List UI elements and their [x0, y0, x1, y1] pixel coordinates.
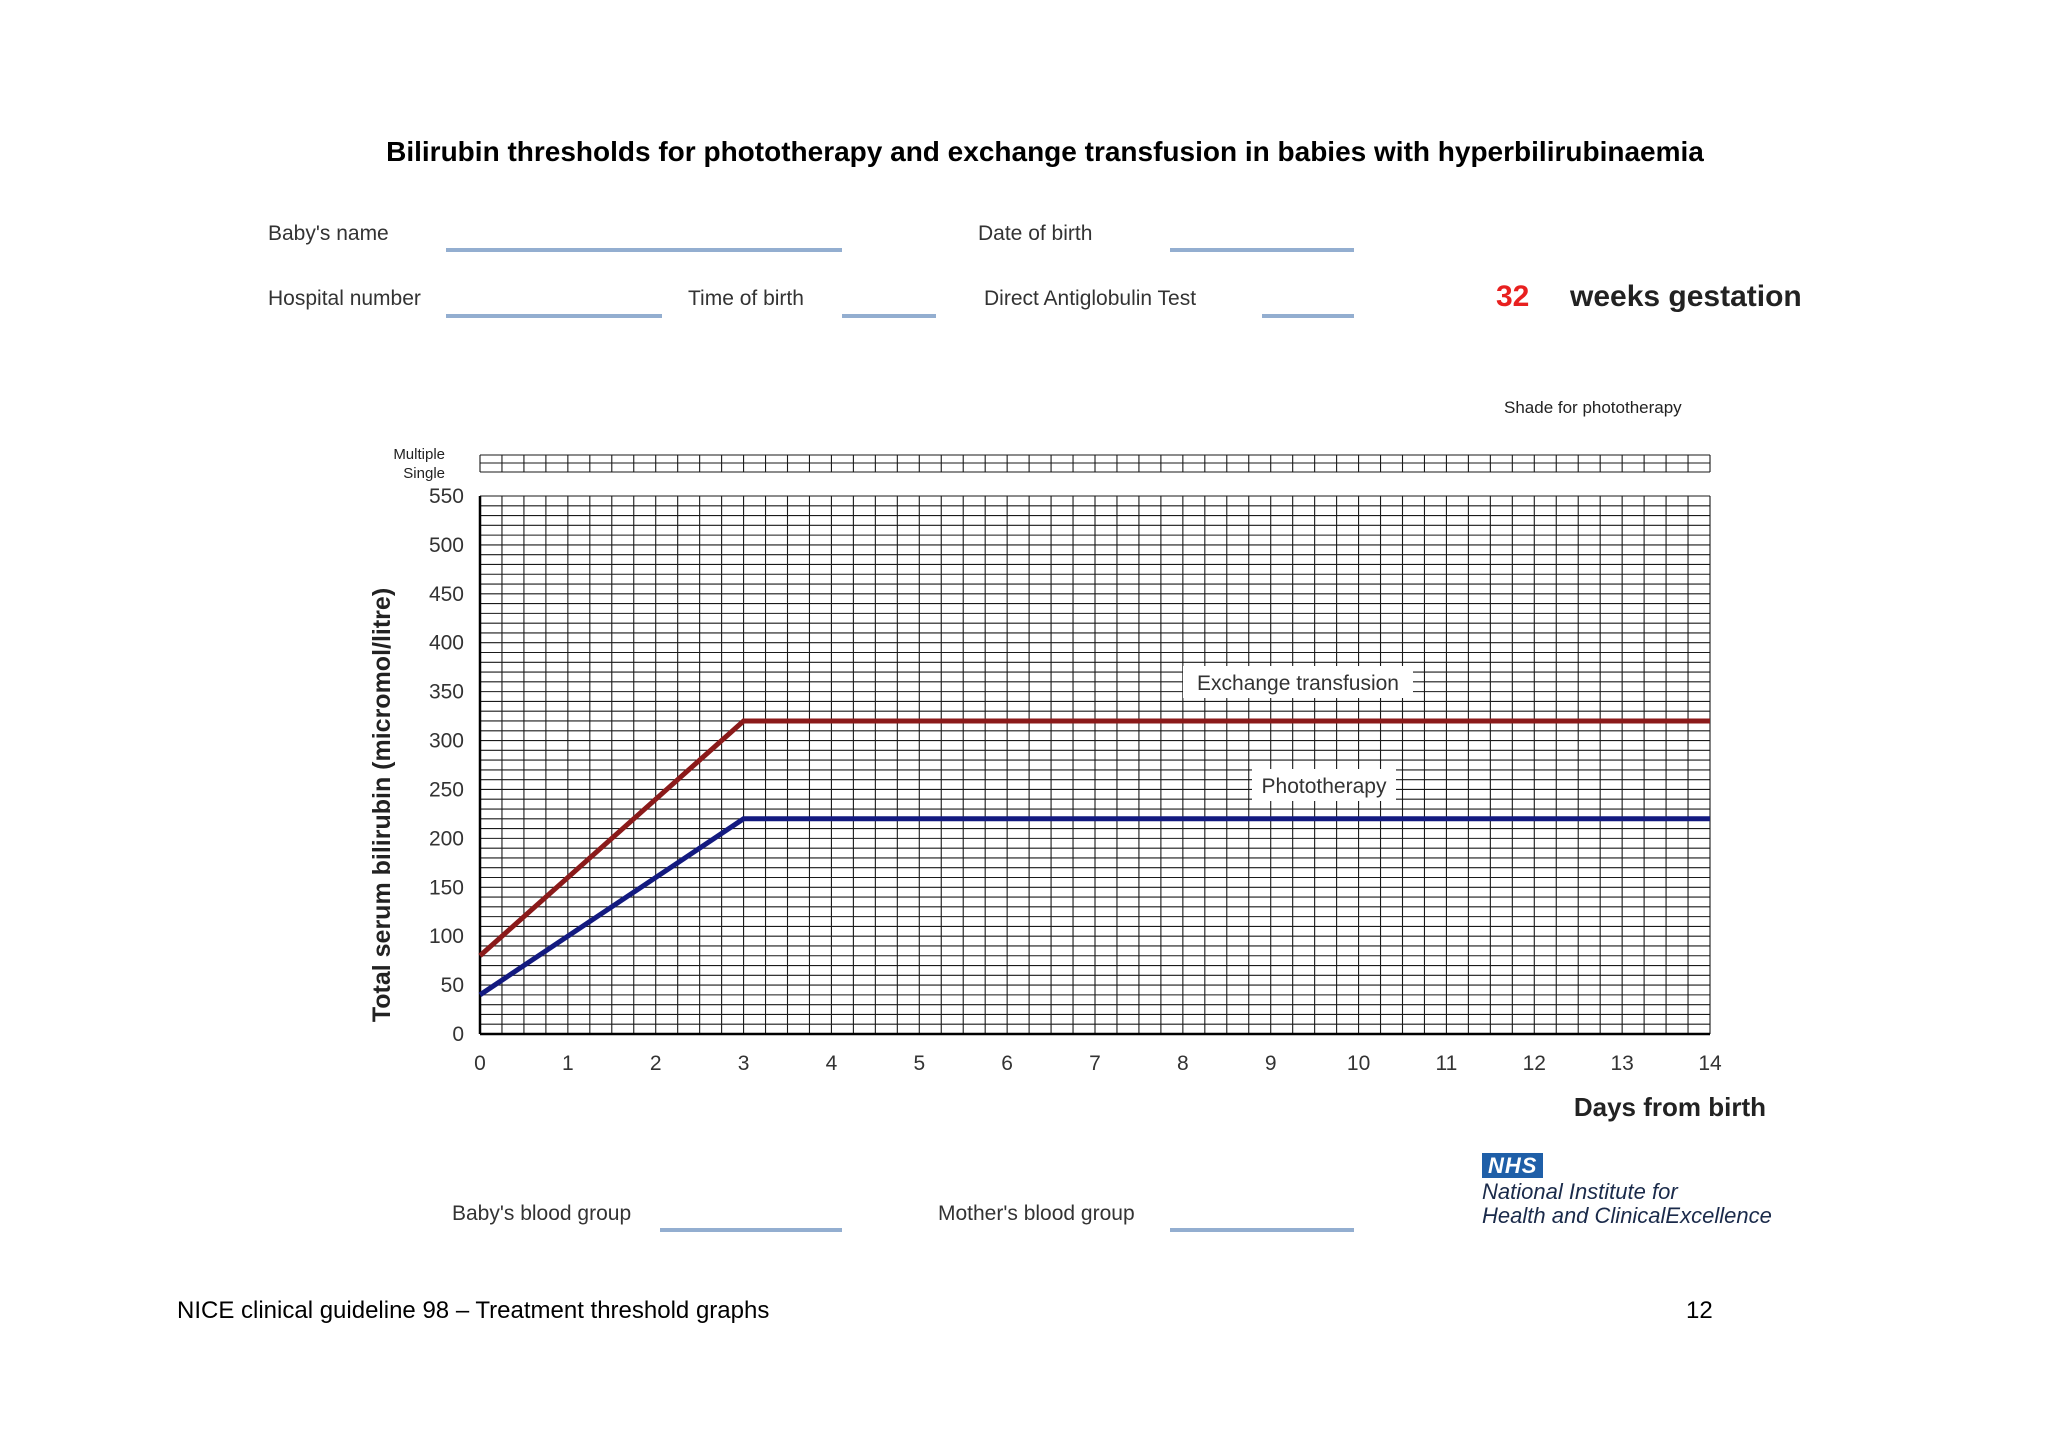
- y-tick-label: 0: [452, 1023, 464, 1046]
- date-of-birth-label: Date of birth: [978, 222, 1093, 245]
- nice-name-line2: Health and ClinicalExcellence: [1482, 1203, 1772, 1228]
- x-tick-label: 3: [738, 1052, 750, 1075]
- mothers-blood-group-field[interactable]: [1170, 1228, 1354, 1232]
- y-tick-label: 100: [429, 925, 464, 948]
- x-tick-label: 5: [913, 1052, 925, 1075]
- y-tick-label: 50: [441, 974, 464, 997]
- hospital-number-field[interactable]: [446, 314, 662, 318]
- chart-grid: [479, 495, 1711, 1035]
- x-tick-label: 9: [1265, 1052, 1277, 1075]
- gestation-weeks-number: 32: [1496, 280, 1530, 313]
- chart-labels: MultipleSingle05010015020025030035040045…: [368, 446, 1766, 1122]
- x-tick-label: 11: [1436, 1052, 1458, 1075]
- babys-blood-group-label: Baby's blood group: [452, 1202, 632, 1225]
- shade-for-phototherapy-label: Shade for phototherapy: [1504, 398, 1682, 417]
- babys-name-label: Baby's name: [268, 222, 389, 245]
- nice-name-line1: National Institute for: [1482, 1179, 1678, 1204]
- x-tick-label: 8: [1177, 1052, 1189, 1075]
- nhs-badge: NHS: [1482, 1153, 1544, 1178]
- x-tick-label: 1: [562, 1052, 574, 1075]
- phototherapy-label: Phototherapy: [1262, 775, 1387, 798]
- x-tick-label: 7: [1089, 1052, 1101, 1075]
- x-tick-label: 0: [474, 1052, 486, 1075]
- nhs-logo: NHS: [1482, 1153, 1544, 1178]
- y-tick-label: 450: [429, 583, 464, 606]
- footer-guideline: NICE clinical guideline 98 – Treatment t…: [177, 1297, 770, 1324]
- date-of-birth-field[interactable]: [1170, 248, 1354, 252]
- footer-page-number: 12: [1686, 1297, 1713, 1324]
- time-of-birth-label: Time of birth: [688, 287, 804, 310]
- x-tick-label: 6: [1001, 1052, 1013, 1075]
- babys-blood-group-field[interactable]: [660, 1228, 842, 1232]
- y-axis-title: Total serum bilirubin (micromol/litre): [368, 588, 396, 1022]
- time-of-birth-field[interactable]: [842, 314, 936, 318]
- y-tick-label: 250: [429, 778, 464, 801]
- phototherapy-shade-rows: [479, 454, 1711, 473]
- x-tick-label: 10: [1347, 1052, 1370, 1075]
- y-tick-label: 200: [429, 827, 464, 850]
- y-tick-label: 150: [429, 876, 464, 899]
- direct-antiglobulin-test-field[interactable]: [1262, 314, 1354, 318]
- x-axis-title: Days from birth: [1574, 1092, 1766, 1122]
- y-tick-label: 300: [429, 730, 464, 753]
- y-tick-label: 400: [429, 632, 464, 655]
- y-tick-label: 500: [429, 534, 464, 557]
- mothers-blood-group-label: Mother's blood group: [938, 1202, 1135, 1225]
- page-title: Bilirubin thresholds for phototherapy an…: [386, 136, 1704, 167]
- x-tick-label: 2: [650, 1052, 662, 1075]
- babys-name-field[interactable]: [446, 248, 842, 252]
- exchange-transfusion-label-bg: [1183, 666, 1413, 698]
- hospital-number-label: Hospital number: [268, 287, 421, 310]
- x-tick-label: 13: [1610, 1052, 1633, 1075]
- chart-axes: [478, 496, 1710, 1036]
- x-tick-label: 12: [1523, 1052, 1546, 1075]
- y-tick-label: 350: [429, 681, 464, 704]
- direct-antiglobulin-test-label: Direct Antiglobulin Test: [984, 287, 1197, 310]
- x-tick-label: 14: [1698, 1052, 1722, 1075]
- shade-row-label-multiple: Multiple: [393, 446, 445, 463]
- chart-series: [478, 718, 1711, 997]
- exchange-transfusion-label: Exchange transfusion: [1197, 672, 1399, 695]
- y-tick-label: 550: [429, 485, 464, 508]
- gestation-label: weeks gestation: [1570, 280, 1802, 313]
- x-tick-label: 4: [826, 1052, 838, 1075]
- shade-row-label-single: Single: [403, 465, 445, 482]
- phototherapy-label-bg: [1252, 769, 1396, 801]
